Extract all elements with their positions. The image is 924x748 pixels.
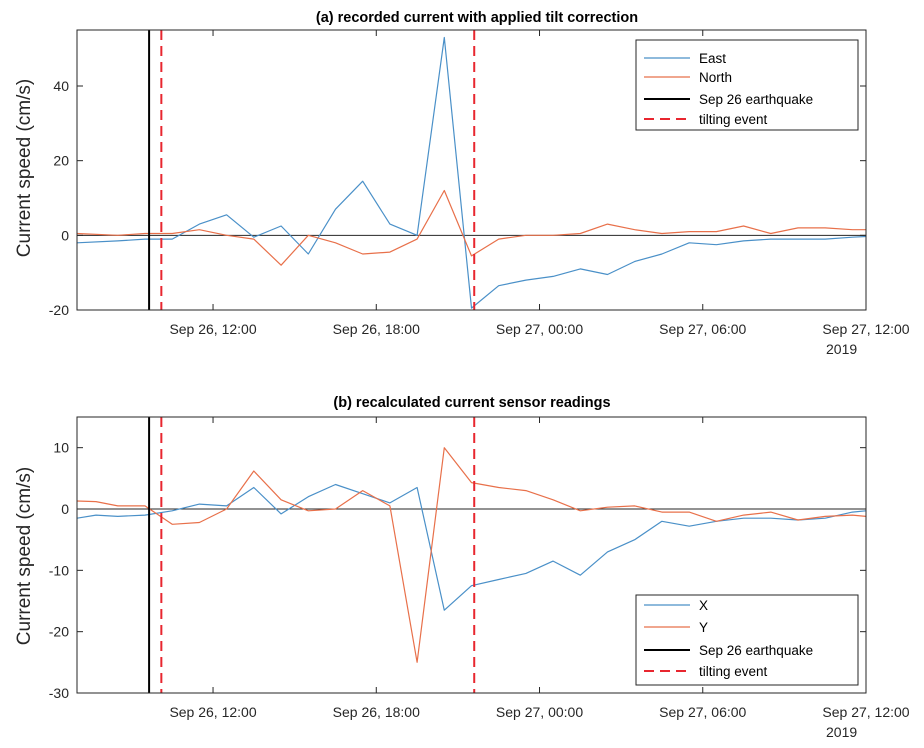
panel-b-x-tick-label: Sep 27, 12:00 [822,704,909,720]
panel-a-x-year-label: 2019 [826,341,857,357]
panel-b-x-tick-label: Sep 27, 06:00 [659,704,746,720]
panel-a-x-tick-label: Sep 26, 18:00 [333,321,420,337]
legend-label-east: East [699,51,726,66]
panel-b-title: (b) recalculated current sensor readings [333,395,610,411]
panel-a-y-tick-label: 40 [53,78,69,94]
panel-b-series-x [77,483,866,611]
panel-a-x-tick-label: Sep 26, 12:00 [169,321,256,337]
panel-b-legend: X Y Sep 26 earthquake tilting event [635,594,859,686]
panel-a-y-tick-label: 0 [61,227,69,243]
panel-b-frame [76,416,867,694]
panel-b-legend-box [635,594,859,686]
panel-a-x-tick-label: Sep 27, 06:00 [659,321,746,337]
panel-b-x-tick-label: Sep 27, 00:00 [496,704,583,720]
panel-a-legend-box [635,39,859,131]
panel-a: (a) recorded current with applied tilt c… [14,10,910,357]
legend-label-y: Y [699,620,708,635]
panel-a-plot-area: -20 0 20 40 Sep 26, 12:00 Sep 26, 18:00 Sep 27… [49,30,910,357]
panel-a-y-tick-label: 20 [53,153,69,169]
panel-b-y-axis-label: Current speed (cm/s) [14,467,35,645]
panel-b-y-tick-label: -20 [49,624,69,640]
panel-b-plot-area: -30 -20 -10 0 10 Sep 26, 12:00 Sep 26, 18:00 Se… [49,417,910,740]
panel-b-y-tick-label: -30 [49,685,69,701]
panel-a-legend: East North Sep 26 earthquake tilting eve… [635,39,859,131]
legend-label-tilting-b: tilting event [699,664,768,679]
panel-a-series-east [77,36,866,309]
panel-b-series-group [77,417,866,693]
panel-a-frame [76,29,867,311]
panel-a-x-tick-label: Sep 27, 12:00 [822,321,909,337]
legend-label-tilting: tilting event [699,112,768,127]
panel-b-y-tick-label: 0 [61,501,69,517]
panel-a-y-axis-label: Current speed (cm/s) [14,79,35,257]
panel-b-series-y [77,447,866,663]
panel-b: (b) recalculated current sensor readings… [14,395,910,740]
panel-a-y-tick-label: -20 [49,302,69,318]
panel-b-x-tick-label: Sep 26, 18:00 [333,704,420,720]
panel-b-y-tick-label: 10 [53,440,69,456]
legend-label-earthquake: Sep 26 earthquake [699,92,813,107]
panel-a-series-north [77,189,866,266]
legend-label-x: X [699,598,708,613]
panel-b-x-tick-label: Sep 26, 12:00 [169,704,256,720]
legend-label-north: North [699,70,732,85]
panel-a-series-group [77,30,866,310]
legend-label-earthquake-b: Sep 26 earthquake [699,643,813,658]
panel-b-y-tick-label: -10 [49,562,69,578]
panel-a-x-tick-label: Sep 27, 00:00 [496,321,583,337]
panel-a-title: (a) recorded current with applied tilt c… [316,10,638,26]
panel-b-x-year-label: 2019 [826,724,857,740]
